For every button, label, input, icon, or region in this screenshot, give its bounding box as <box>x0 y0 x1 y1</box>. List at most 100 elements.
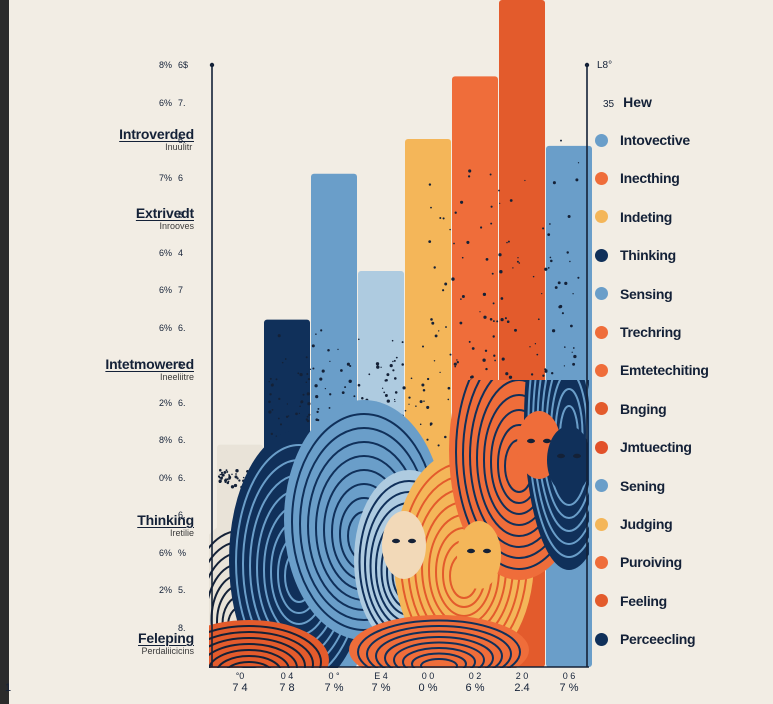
stipple-dot <box>549 256 552 259</box>
stipple-dot <box>384 394 388 397</box>
legend-swatch <box>595 171 608 185</box>
stipple-dot <box>547 266 550 269</box>
stipple-dot <box>566 251 569 254</box>
y-tick-secondary: 8. <box>178 210 186 220</box>
stipple-dot <box>530 373 534 376</box>
stipple-dot <box>344 386 347 389</box>
stipple-dot <box>577 276 580 279</box>
stipple-dot <box>547 233 551 236</box>
art-face-eye <box>573 453 581 459</box>
bar-bottom-label: 0 % <box>418 682 438 694</box>
stipple-dot <box>449 228 451 231</box>
stipple-dot <box>517 257 519 259</box>
stipple-dot <box>506 320 510 324</box>
stipple-dot <box>218 476 221 479</box>
stipple-dot <box>306 419 310 423</box>
stipple-dot <box>537 318 540 321</box>
stipple-dot <box>431 321 435 325</box>
legend-swatch <box>595 632 608 646</box>
stipple-dot <box>308 413 311 416</box>
stipple-dot <box>460 298 462 300</box>
stipple-dot <box>302 393 305 396</box>
legend-swatch <box>595 325 608 339</box>
stipple-dot <box>444 282 448 286</box>
art-hair-stroke <box>209 637 306 668</box>
stipple-dot <box>516 260 519 263</box>
stipple-dot <box>395 356 398 359</box>
art-hair-stroke <box>357 619 521 668</box>
stipple-dot <box>467 175 471 178</box>
y-tick-secondary: 7. <box>178 97 186 108</box>
art-hair-stroke <box>393 641 485 668</box>
stipple-dot <box>386 399 390 403</box>
stipple-dot <box>470 375 473 379</box>
legend-header: 35 Hew <box>603 94 652 110</box>
stipple-dot <box>238 479 241 482</box>
y-tick-primary: 0% <box>158 472 172 483</box>
stipple-dot <box>492 302 495 305</box>
stipple-dot <box>490 222 493 225</box>
chart-svg <box>209 0 592 668</box>
stipple-dot <box>269 393 272 396</box>
stipple-dot <box>329 360 331 363</box>
legend-swatch <box>595 402 608 416</box>
stipple-dot <box>408 403 410 405</box>
y-tick-secondary: % <box>178 547 187 558</box>
y-tick-label: 8. <box>142 623 192 633</box>
art-hair-stroke <box>209 643 298 668</box>
stipple-dot <box>220 471 224 474</box>
stipple-dot <box>226 478 229 481</box>
stipple-dot <box>542 374 545 377</box>
art-face-eye <box>408 538 416 544</box>
legend-swatch <box>595 440 608 454</box>
stipple-dot <box>550 259 553 263</box>
stipple-dot <box>447 386 451 390</box>
stipple-dot <box>426 405 430 409</box>
stipple-dot <box>223 470 227 474</box>
stipple-dot <box>219 473 222 476</box>
stipple-dot <box>319 377 323 381</box>
art-face <box>382 511 426 579</box>
stipple-dot <box>454 365 457 368</box>
legend-label: Perceecling <box>620 631 696 648</box>
y-tick-secondary: 6. <box>178 135 186 145</box>
stipple-dot <box>542 227 545 230</box>
stipple-dot <box>295 412 298 416</box>
legend-item: Thinking <box>595 245 676 265</box>
stipple-dot <box>524 179 526 182</box>
art-hair-stroke <box>209 649 290 668</box>
stipple-dot <box>305 356 308 359</box>
y-tick-primary: 8% <box>158 435 172 445</box>
art-face-eye <box>467 548 475 554</box>
legend-header-number: 35 <box>603 99 615 110</box>
stipple-dot <box>349 364 352 368</box>
left-category-sublabel: Inuulitr <box>165 142 194 152</box>
legend-swatch <box>595 210 608 224</box>
stipple-dot <box>314 384 318 388</box>
stipple-dot <box>505 372 509 376</box>
stipple-dot <box>442 217 445 220</box>
stipple-dot <box>299 372 303 377</box>
stipple-dot <box>461 256 464 259</box>
stipple-dot <box>544 368 547 371</box>
stipple-dot <box>482 358 486 362</box>
bar-bottom-label: 7 4 <box>232 682 248 694</box>
bar-top-label: 0 ° <box>328 671 340 681</box>
stipple-dot <box>321 369 325 373</box>
stipple-dot <box>306 415 309 418</box>
stipple-dot <box>394 400 396 403</box>
left-category-label: Thinking <box>137 512 194 528</box>
art-face-eye <box>543 438 551 444</box>
legend-swatch <box>595 479 608 493</box>
stipple-dot <box>447 398 450 401</box>
stipple-dot <box>444 435 447 439</box>
stipple-dot <box>324 387 327 390</box>
legend-swatch <box>595 555 608 569</box>
stipple-dot <box>346 362 350 366</box>
stipple-dot <box>439 217 442 219</box>
legend-item: Judging <box>595 514 673 534</box>
stipple-dot <box>560 139 562 142</box>
art-face-eye <box>557 453 565 459</box>
stipple-dot <box>228 474 230 476</box>
legend-label: Emtetechiting <box>620 362 709 379</box>
